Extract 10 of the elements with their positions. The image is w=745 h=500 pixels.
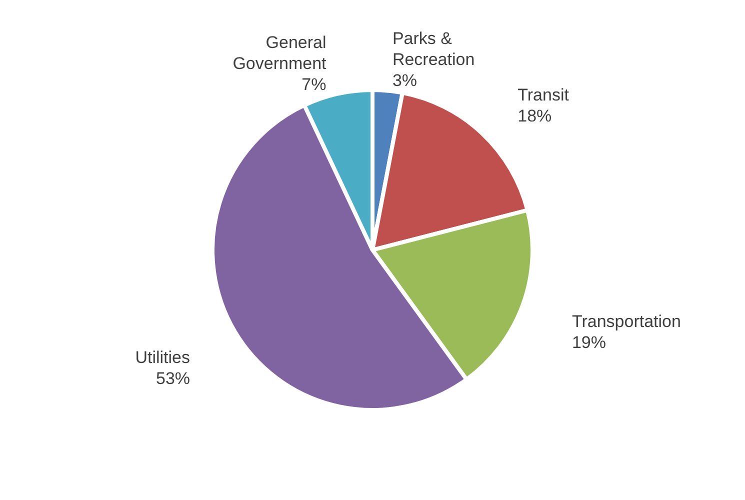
slice-label: Transportation	[572, 312, 681, 331]
slice-label: Parks & Recreation	[392, 28, 475, 69]
slice-label: Utilities	[135, 348, 190, 367]
data-label: 53%	[156, 368, 190, 388]
data-label: 18%	[518, 106, 552, 126]
data-label: 7%	[302, 75, 326, 94]
data-label: 3%	[392, 70, 418, 90]
slice-label: General Government	[232, 33, 327, 74]
data-label: 19%	[572, 332, 606, 352]
slice-label: Transit	[518, 85, 570, 104]
